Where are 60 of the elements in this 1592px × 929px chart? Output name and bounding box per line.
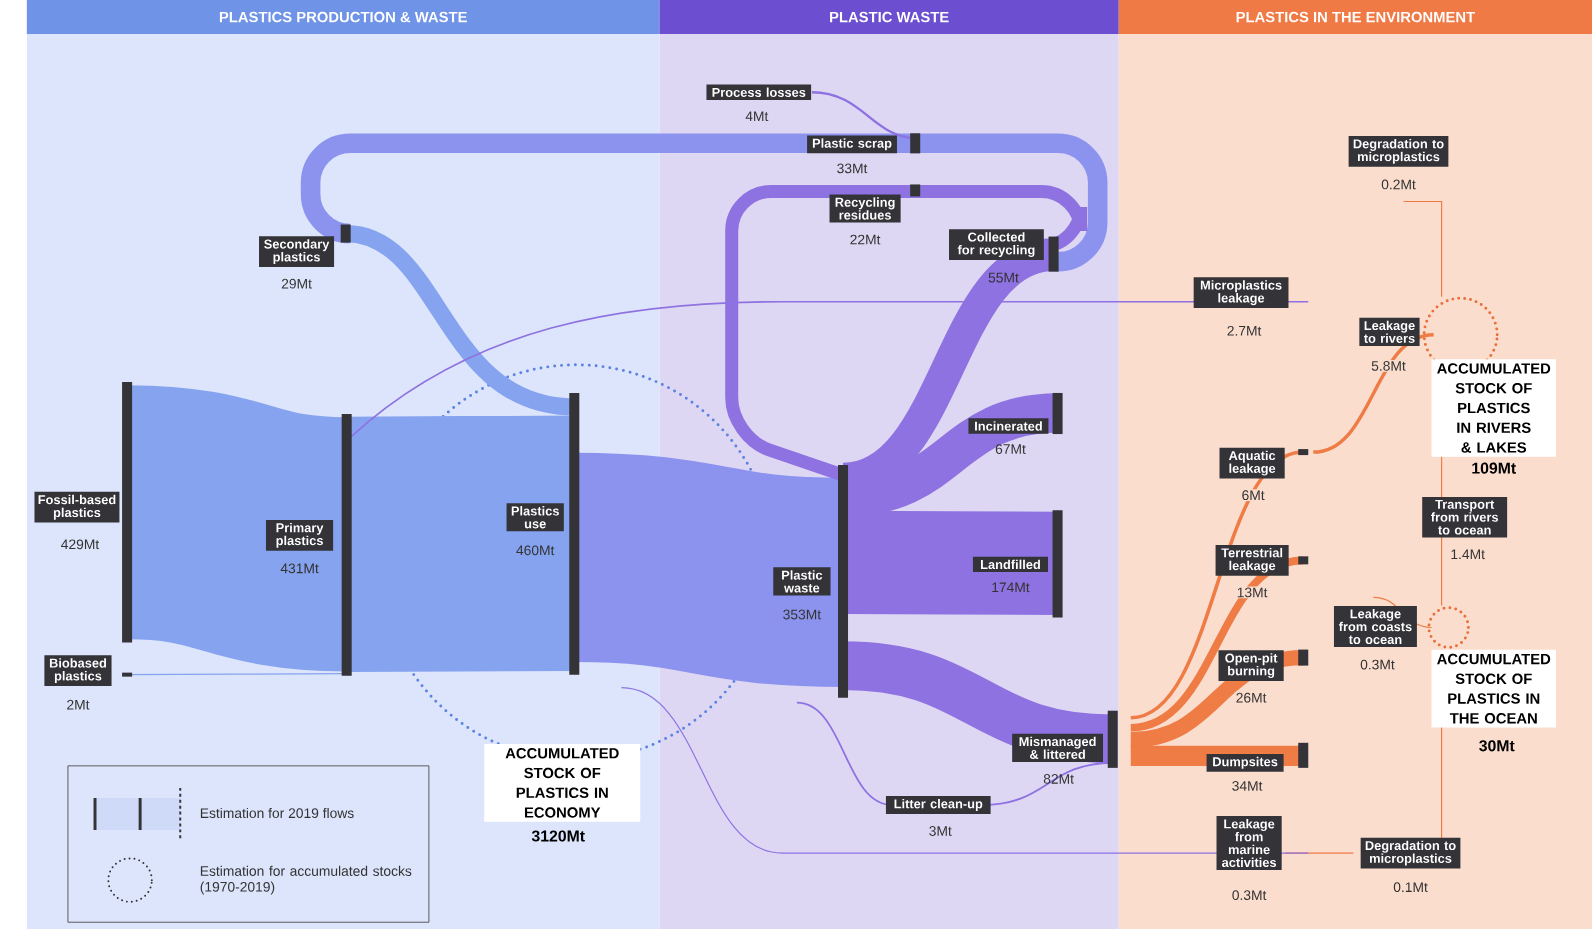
text: PLASTIC WASTE <box>830 11 949 23</box>
data-label: 30Mt <box>1479 740 1515 752</box>
category-label: Leakage from marine activities <box>1222 818 1277 867</box>
category-label: Degradation to microplastics <box>1353 138 1444 164</box>
text: Estimation for 2019 flows <box>200 807 354 818</box>
text: PLASTICS PRODUCTION & WASTE <box>219 11 467 23</box>
data-label: 3120Mt <box>531 830 585 842</box>
text: Estimation for accumulated stocks (1970-2019) <box>200 865 412 895</box>
data-label: 2Mt <box>67 699 90 710</box>
category-label: Open-pit burning <box>1225 653 1278 678</box>
category-label: Mismanaged & littered <box>1019 736 1096 759</box>
category-label: Microplastics leakage <box>1200 280 1282 306</box>
category-label: Landfilled <box>981 559 1040 569</box>
data-label: 174Mt <box>992 582 1030 593</box>
data-label: 0.1Mt <box>1393 882 1428 892</box>
data-label: 22Mt <box>850 234 881 245</box>
data-label: 55Mt <box>988 272 1019 283</box>
category-label: Incinerated <box>975 421 1042 431</box>
category-label: Plastics use <box>511 506 559 529</box>
category-label: Primary plastics <box>276 522 324 548</box>
category-label: Leakage from coasts to ocean <box>1338 608 1412 644</box>
category-label: Biobased plastics <box>49 658 107 683</box>
data-label: 13Mt <box>1237 587 1268 598</box>
category-label: Terrestrial leakage <box>1221 547 1283 573</box>
category-label: Degradation to microplastics <box>1365 840 1456 866</box>
category-label: Secondary plastics <box>264 239 330 264</box>
data-label: 109Mt <box>1472 462 1516 474</box>
category-label: Litter clean-up <box>894 798 983 811</box>
data-label: 5.8Mt <box>1371 360 1406 371</box>
category-label: ACCUMULATED STOCK OF PLASTICS IN THE OCEAN <box>1437 653 1551 724</box>
category-label: Collected for recycling <box>957 232 1035 257</box>
category-label: Plastic waste <box>782 570 823 593</box>
category-label: Recycling residues <box>835 197 895 220</box>
data-label: 2.7Mt <box>1227 325 1262 336</box>
data-label: 1.4Mt <box>1451 549 1485 560</box>
data-label: 429Mt <box>61 539 100 550</box>
data-label: 82Mt <box>1043 773 1074 784</box>
data-label: 33Mt <box>837 163 868 174</box>
data-label: 29Mt <box>281 278 312 289</box>
category-label: Plastic scrap <box>812 138 892 151</box>
category-label: ACCUMULATED STOCK OF PLASTICS IN RIVERS & LAKES <box>1437 363 1551 453</box>
data-label: 353Mt <box>783 609 822 620</box>
text: PLASTICS IN THE ENVIRONMENT <box>1236 11 1475 23</box>
data-label: 67Mt <box>995 444 1026 454</box>
data-label: 0.2Mt <box>1381 179 1416 190</box>
category-label: Aquatic leakage <box>1228 450 1276 476</box>
category-label: Transport from rivers to ocean <box>1431 499 1499 535</box>
category-label: ACCUMULATED STOCK OF PLASTICS IN ECONOMY <box>505 747 619 818</box>
data-label: 6Mt <box>1242 490 1265 500</box>
data-label: 431Mt <box>280 563 319 574</box>
category-label: Leakage to rivers <box>1363 320 1415 343</box>
category-label: Dumpsites <box>1213 756 1278 769</box>
data-label: 0.3Mt <box>1360 659 1395 670</box>
data-label: 3Mt <box>929 825 952 836</box>
category-label: Fossil-based plastics <box>38 494 116 520</box>
data-label: 4Mt <box>745 111 769 121</box>
data-label: 460Mt <box>516 545 555 556</box>
data-label: 0.3Mt <box>1232 890 1267 900</box>
category-label: Process losses <box>712 87 806 97</box>
data-label: 34Mt <box>1232 780 1263 791</box>
